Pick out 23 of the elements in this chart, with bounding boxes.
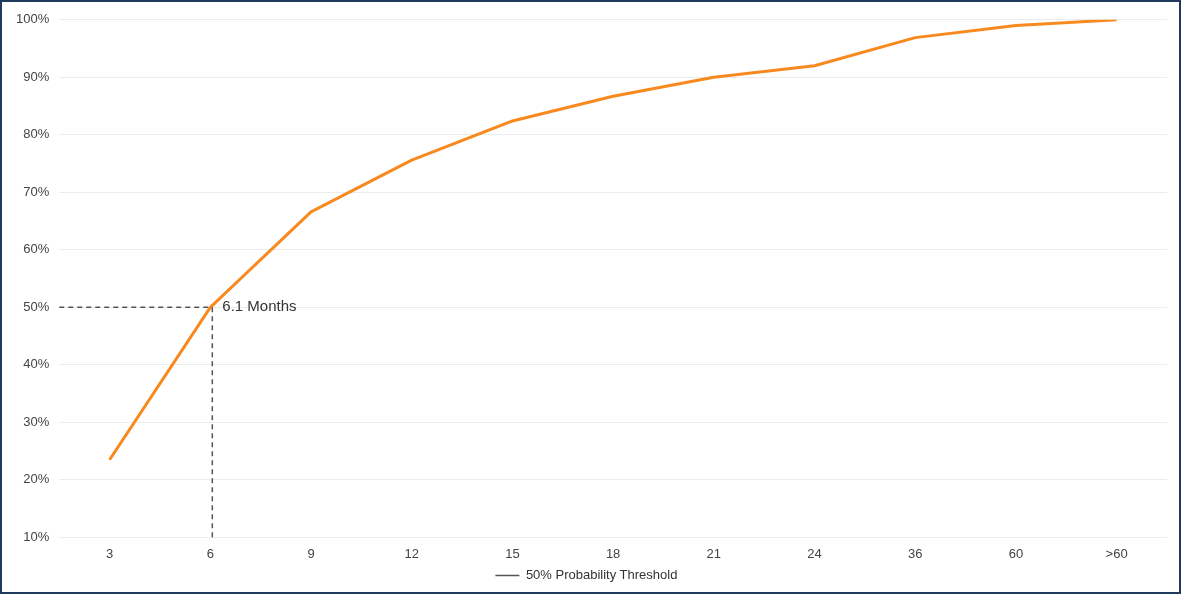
x-tick-label: 9	[307, 545, 315, 561]
x-tick-label: 3	[105, 545, 114, 561]
y-tick-label: 20%	[23, 471, 50, 487]
y-tick-label: 70%	[23, 183, 50, 199]
x-tick-label: >60	[1105, 545, 1128, 561]
y-tick-label: 10%	[23, 528, 50, 544]
y-tick-label: 40%	[23, 356, 50, 372]
y-tick-label: 80%	[23, 126, 50, 142]
y-tick-label: 50%	[23, 298, 50, 314]
x-tick-label: 21	[706, 545, 722, 561]
x-tick-label: 12	[404, 545, 419, 561]
y-tick-label: 30%	[23, 413, 50, 429]
x-tick-label: 18	[605, 545, 621, 561]
x-tick-label: 60	[1008, 545, 1024, 561]
x-tick-label: 6	[206, 545, 214, 561]
y-tick-label: 100%	[16, 11, 50, 27]
x-tick-label: 24	[807, 545, 822, 561]
x-tick-label: 15	[505, 545, 520, 561]
y-tick-label: 60%	[23, 241, 50, 257]
annotation: 6.1 Months	[222, 297, 297, 315]
y-tick-label: 90%	[23, 68, 50, 84]
legend-label: 50% Probability Threshold	[525, 567, 678, 583]
x-tick-label: 36	[908, 545, 923, 561]
